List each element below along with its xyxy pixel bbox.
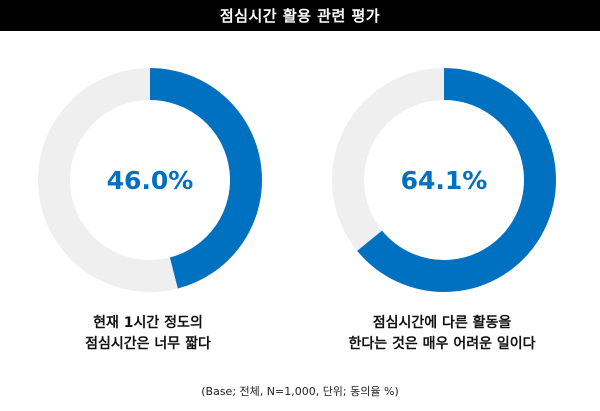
caption-left-line-1: 현재 1시간 정도의	[93, 315, 203, 331]
title-bar: 점심시간 활용 관련 평가	[0, 0, 600, 31]
donut-value-segment-2	[357, 68, 556, 292]
caption-right-line-2: 한다는 것은 매우 어려운 일이다	[348, 336, 536, 352]
footnote: (Base; 전체, N=1,000, 단위; 동의율 %)	[201, 385, 399, 398]
chart-title: 점심시간 활용 관련 평가	[219, 7, 381, 25]
caption-right-line-1: 점심시간에 다른 활동을	[372, 315, 512, 331]
caption-left: 현재 1시간 정도의 점심시간은 너무 짧다	[18, 313, 278, 355]
donut-value-segment-1	[149, 68, 262, 289]
donut-value-label-1: 46.0%	[107, 166, 194, 195]
caption-left-line-2: 점심시간은 너무 짧다	[85, 336, 211, 352]
donut-value-label-2: 64.1%	[401, 166, 488, 195]
caption-right: 점심시간에 다른 활동을 한다는 것은 매우 어려운 일이다	[312, 313, 572, 355]
